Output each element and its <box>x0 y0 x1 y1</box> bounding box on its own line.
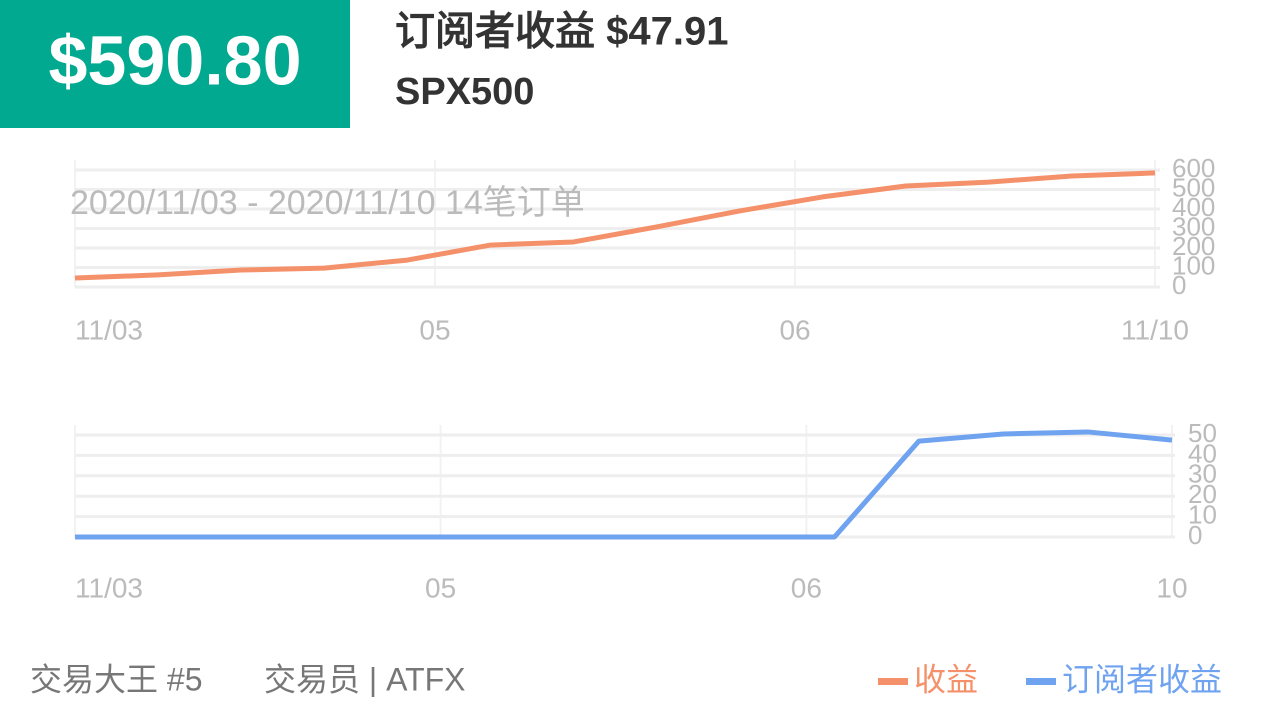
y-tick-label: 600 <box>1172 153 1215 183</box>
legend-label: 订阅者收益 <box>1062 661 1222 697</box>
line-series <box>74 170 1156 281</box>
y-tick-label: 100 <box>1172 250 1215 280</box>
y-tick-label: 20 <box>1188 479 1217 509</box>
trader: 交易大王 #5 <box>30 661 203 697</box>
y-tick-label: 300 <box>1172 211 1215 241</box>
x-tick-label: 06 <box>791 572 822 603</box>
x-tick-label: 05 <box>419 314 450 345</box>
y-tick-label: 500 <box>1172 172 1215 202</box>
y-tick-label: 50 <box>1188 418 1217 448</box>
x-tick-label: 11/03 <box>75 572 143 603</box>
x-tick-label: 10 <box>1156 572 1187 603</box>
x-tick-label: 06 <box>779 314 810 345</box>
legend-swatch <box>1026 678 1056 685</box>
y-tick-label: 200 <box>1172 231 1215 261</box>
amount-box <box>0 0 350 128</box>
amount: $590.80 <box>48 21 301 99</box>
x-tick-label: 05 <box>425 572 456 603</box>
line-series <box>75 429 1173 540</box>
y-tick-label: 30 <box>1188 459 1217 489</box>
y-tick-label: 40 <box>1188 438 1217 468</box>
symbol: SPX500 <box>395 71 534 113</box>
y-tick-label: 400 <box>1172 192 1215 222</box>
x-tick-label: 11/10 <box>1121 314 1189 345</box>
y-tick-label: 10 <box>1188 499 1217 529</box>
legend-swatch <box>878 678 908 685</box>
annotation: 2020/11/03 - 2020/11/10 14笔订单 <box>70 184 585 222</box>
legend-label: 收益 <box>914 661 978 697</box>
x-tick-label: 11/03 <box>75 314 143 345</box>
y-tick-label: 0 <box>1172 270 1186 300</box>
y-tick-label: 0 <box>1188 520 1202 550</box>
title: 订阅者收益 $47.91 <box>395 10 728 54</box>
role: 交易员 | ATFX <box>264 661 466 697</box>
